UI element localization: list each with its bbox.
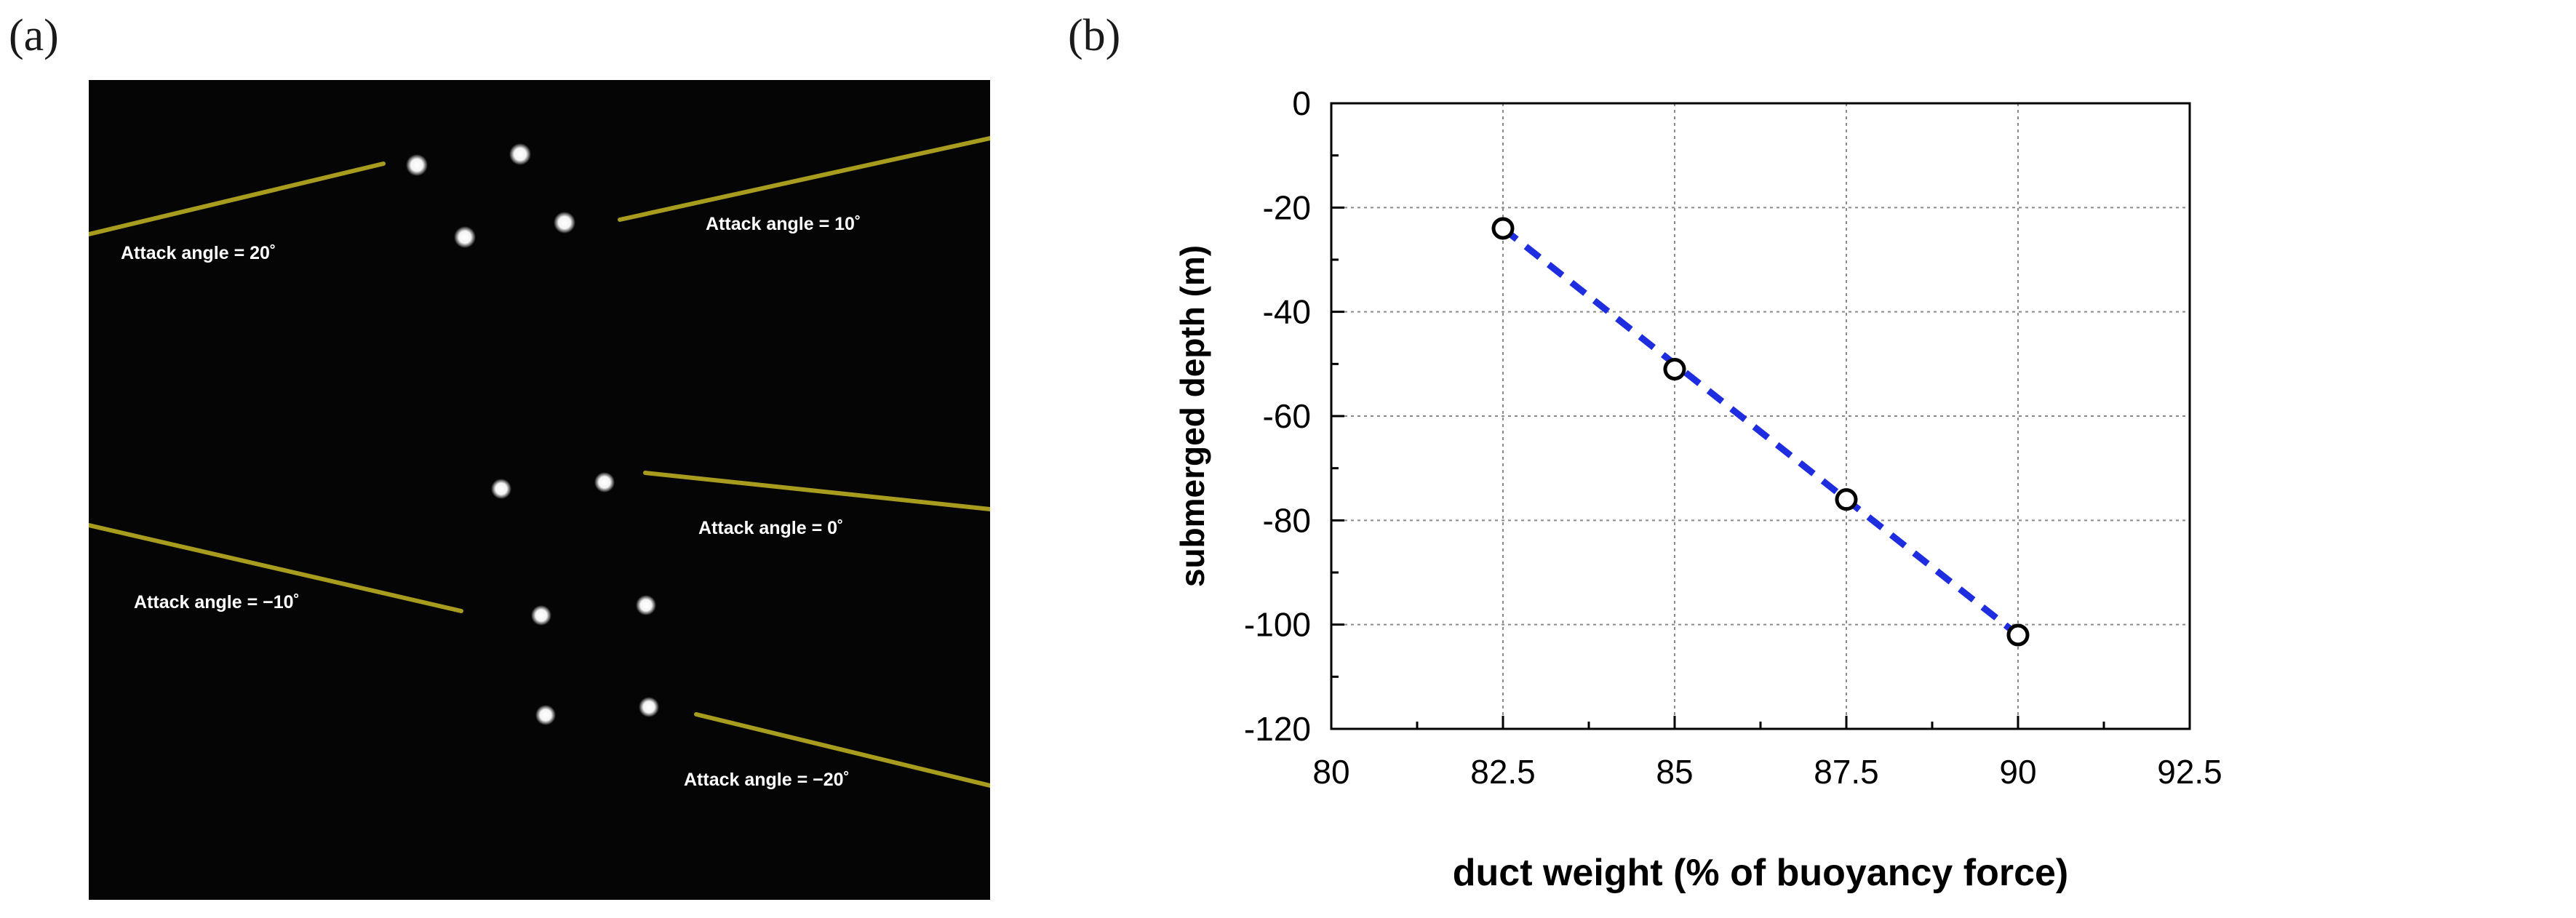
y-axis-label: submerged depth (m) xyxy=(1173,245,1211,587)
data-point xyxy=(1491,217,1515,240)
marker-dot xyxy=(535,705,556,725)
data-point xyxy=(2006,623,2030,647)
x-axis-label: duct weight (% of buoyancy force) xyxy=(1453,852,2069,894)
y-tick-label: -60 xyxy=(1263,397,1311,435)
attack-line-20 xyxy=(89,161,386,236)
experiment-photo: Attack angle = 20˚ Attack angle = 10˚ At… xyxy=(89,80,990,900)
x-tick-label: 90 xyxy=(1999,753,2036,791)
marker-dot xyxy=(594,472,615,492)
y-tick-label: -20 xyxy=(1263,188,1311,226)
attack-line-minus10 xyxy=(89,523,463,613)
depth-chart: 80 82.5 85 87.5 90 92.50-20-40-60-80-100-120 … xyxy=(1173,84,2222,894)
marker-dot xyxy=(454,226,476,248)
x-tick-label: 85 xyxy=(1656,753,1693,791)
y-tick-label: -100 xyxy=(1244,606,1311,644)
marker-dot xyxy=(406,154,428,176)
chart-tick-labels: 80 82.5 85 87.5 90 92.5 0 -20 -40 -60 -80 -100 -120 xyxy=(1244,84,2222,791)
y-tick-label: -80 xyxy=(1263,501,1311,539)
data-point xyxy=(1663,358,1686,380)
marker-dot xyxy=(509,143,531,165)
chart-points xyxy=(1491,217,2030,647)
x-tick-label: 87.5 xyxy=(1814,753,1879,791)
marker-dot xyxy=(554,212,575,234)
y-tick-label: -40 xyxy=(1263,293,1311,331)
annotation-attack-minus10: Attack angle = −10˚ xyxy=(134,592,300,612)
attack-line-minus20 xyxy=(694,712,990,788)
x-tick-label: 82.5 xyxy=(1470,753,1536,791)
marker-dot xyxy=(636,595,656,615)
attack-line-0 xyxy=(643,471,990,511)
trend-line xyxy=(1501,225,2020,638)
x-tick-label: 92.5 xyxy=(2157,753,2222,791)
annotation-attack-20: Attack angle = 20˚ xyxy=(121,243,276,263)
annotation-attack-10: Attack angle = 10˚ xyxy=(706,214,861,234)
y-tick-label: 0 xyxy=(1292,84,1311,122)
panel-b-label: (b) xyxy=(1068,11,1121,60)
panel-a-label: (a) xyxy=(9,11,59,60)
marker-dot xyxy=(639,697,659,717)
chart-ticks xyxy=(1330,102,2191,730)
chart-grid xyxy=(1331,103,2190,729)
annotation-attack-0: Attack angle = 0˚ xyxy=(698,518,844,538)
annotation-attack-minus20: Attack angle = −20˚ xyxy=(684,770,850,790)
y-tick-label: -120 xyxy=(1244,710,1311,748)
marker-dot xyxy=(491,479,511,499)
x-tick-label: 80 xyxy=(1312,753,1349,791)
attack-line-10 xyxy=(618,136,990,222)
data-point xyxy=(1835,488,1858,511)
marker-dot xyxy=(531,605,551,626)
